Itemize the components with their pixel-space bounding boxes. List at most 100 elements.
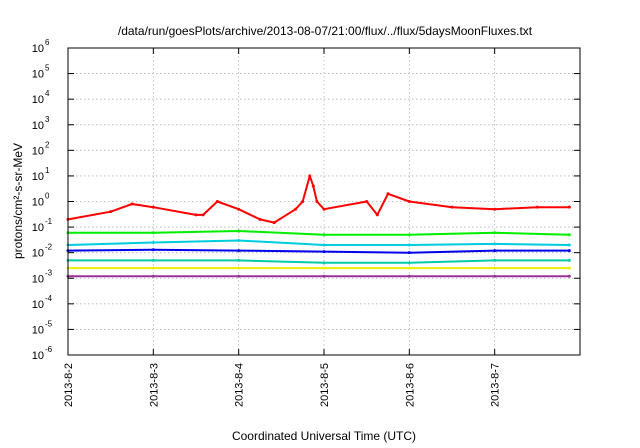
data-point bbox=[493, 258, 497, 262]
y-tick-label: 10 bbox=[32, 43, 44, 55]
x-tick-label: 2013-8-6 bbox=[404, 363, 416, 407]
data-point bbox=[567, 274, 571, 278]
y-tick-exponent: -3 bbox=[45, 268, 53, 277]
y-tick-exponent: 1 bbox=[45, 166, 50, 175]
y-tick-exponent: -4 bbox=[45, 294, 53, 303]
data-point bbox=[493, 242, 497, 246]
y-tick-exponent: 6 bbox=[45, 38, 50, 47]
y-tick-label: 10 bbox=[32, 120, 44, 132]
data-point bbox=[237, 249, 241, 253]
data-point bbox=[450, 205, 454, 209]
y-tick-exponent: 4 bbox=[45, 89, 50, 98]
data-point bbox=[201, 213, 205, 217]
data-point bbox=[151, 258, 155, 262]
data-point bbox=[237, 266, 241, 270]
y-axis-label: protons/cm²-s-sr-MeV bbox=[11, 143, 25, 259]
data-point bbox=[493, 249, 497, 253]
data-point bbox=[322, 266, 326, 270]
data-point bbox=[294, 207, 298, 211]
x-tick-label: 2013-8-2 bbox=[63, 363, 75, 407]
data-point bbox=[194, 213, 198, 217]
data-point bbox=[311, 184, 315, 188]
chart-title: /data/run/goesPlots/archive/2013-08-07/2… bbox=[118, 24, 533, 38]
y-tick-labels: 10-610-510-410-310-210-11001011021031041… bbox=[32, 38, 53, 362]
data-point bbox=[407, 243, 411, 247]
y-tick-exponent: 5 bbox=[45, 64, 50, 73]
data-point bbox=[237, 238, 241, 242]
y-tick-label: 10 bbox=[32, 350, 44, 362]
data-point bbox=[375, 213, 379, 217]
y-tick-label: 10 bbox=[32, 324, 44, 336]
y-tick-exponent: 3 bbox=[45, 115, 50, 124]
data-point bbox=[322, 250, 326, 254]
data-point bbox=[130, 202, 134, 206]
data-point bbox=[407, 251, 411, 255]
data-point bbox=[407, 200, 411, 203]
data-point bbox=[109, 210, 113, 214]
y-tick-label: 10 bbox=[32, 69, 44, 81]
data-point bbox=[365, 200, 369, 203]
y-tick-label: 10 bbox=[32, 171, 44, 183]
data-point bbox=[407, 261, 411, 265]
y-tick-exponent: 2 bbox=[45, 140, 50, 149]
y-tick-label: 10 bbox=[32, 222, 44, 234]
data-point bbox=[493, 274, 497, 278]
data-point bbox=[493, 266, 497, 270]
y-tick-label: 10 bbox=[32, 299, 44, 311]
y-tick-label: 10 bbox=[32, 197, 44, 209]
data-point bbox=[151, 266, 155, 270]
x-tick-label: 2013-8-7 bbox=[490, 363, 502, 407]
y-tick-exponent: -5 bbox=[45, 319, 53, 328]
y-tick-label: 10 bbox=[32, 273, 44, 285]
axis-ticks bbox=[67, 47, 580, 356]
data-point bbox=[237, 229, 241, 233]
data-point bbox=[567, 243, 571, 247]
data-point bbox=[407, 233, 411, 237]
data-point bbox=[237, 258, 241, 262]
data-point bbox=[493, 207, 497, 211]
series-line-0 bbox=[67, 174, 570, 224]
data-point bbox=[151, 231, 155, 235]
data-point bbox=[567, 266, 571, 270]
y-tick-exponent: -6 bbox=[45, 345, 53, 354]
data-point bbox=[151, 205, 155, 209]
data-point bbox=[322, 274, 326, 278]
data-point bbox=[322, 261, 326, 265]
series-lines bbox=[66, 174, 571, 278]
grid-lines bbox=[68, 48, 580, 355]
data-point bbox=[237, 207, 241, 211]
data-point bbox=[272, 221, 276, 225]
x-tick-label: 2013-8-4 bbox=[234, 363, 246, 407]
y-tick-label: 10 bbox=[32, 145, 44, 157]
x-tick-labels: 2013-8-2 2013-8-3 2013-8-4 2013-8-5 2013-8-6… bbox=[63, 363, 502, 407]
data-point bbox=[215, 200, 219, 203]
data-point bbox=[151, 248, 155, 252]
y-tick-exponent: -2 bbox=[45, 243, 53, 252]
data-point bbox=[151, 274, 155, 278]
x-axis-label: Coordinated Universal Time (UTC) bbox=[232, 429, 416, 443]
data-point bbox=[493, 231, 497, 235]
data-point bbox=[322, 207, 326, 211]
y-tick-exponent: -1 bbox=[45, 217, 53, 226]
y-tick-label: 10 bbox=[32, 248, 44, 260]
data-point bbox=[151, 240, 155, 244]
data-point bbox=[322, 243, 326, 247]
data-point bbox=[407, 266, 411, 270]
y-tick-exponent: 0 bbox=[45, 192, 50, 201]
data-point bbox=[258, 217, 262, 221]
data-point bbox=[567, 233, 571, 237]
data-point bbox=[308, 174, 312, 178]
data-point bbox=[315, 200, 319, 203]
data-point bbox=[301, 200, 305, 203]
data-point bbox=[567, 258, 571, 262]
data-point bbox=[386, 192, 390, 196]
data-point bbox=[567, 205, 571, 209]
data-point bbox=[237, 274, 241, 278]
data-point bbox=[567, 249, 571, 253]
y-tick-label: 10 bbox=[32, 94, 44, 106]
data-point bbox=[407, 274, 411, 278]
data-point bbox=[535, 205, 539, 209]
data-point bbox=[322, 233, 326, 237]
x-tick-label: 2013-8-5 bbox=[319, 363, 331, 407]
